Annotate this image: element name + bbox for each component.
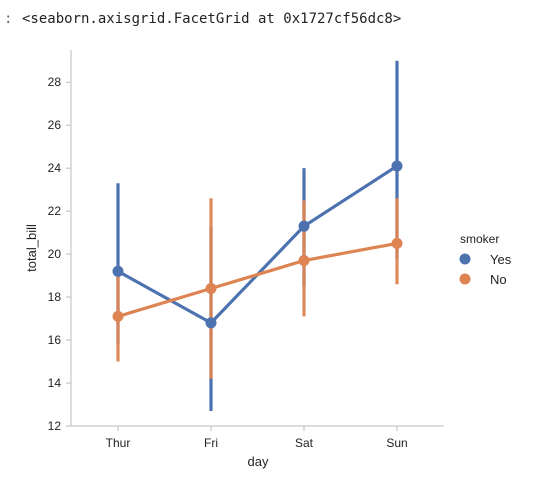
x-tick-label: Fri — [204, 436, 218, 450]
legend-marker-yes — [459, 253, 471, 265]
data-point-yes — [112, 265, 124, 277]
y-tick-label: 24 — [48, 161, 62, 175]
x-tick-label: Sun — [386, 436, 407, 450]
cell-prompt: : — [4, 11, 13, 27]
data-point-yes — [205, 317, 217, 329]
y-tick-label: 18 — [48, 290, 62, 304]
y-tick-label: 16 — [48, 333, 62, 347]
y-tick-label: 20 — [48, 247, 62, 261]
series-line-yes — [116, 164, 399, 325]
x-axis-label: day — [248, 454, 269, 469]
y-tick-label: 12 — [48, 419, 62, 433]
y-tick-label: 14 — [48, 376, 62, 390]
legend: smoker Yes No — [459, 232, 512, 287]
data-point-yes — [298, 220, 310, 232]
y-axis-label: total_bill — [24, 224, 39, 272]
series-lines — [116, 164, 399, 325]
facetgrid-repr: <seaborn.axisgrid.FacetGrid at 0x1727cf5… — [22, 11, 402, 27]
x-tick-label: Sat — [295, 436, 314, 450]
y-tick-label: 22 — [48, 204, 62, 218]
legend-marker-no — [459, 273, 471, 285]
axes: 12 14 16 18 20 22 24 26 28 Thur Fri Sat Sun day total_… — [24, 50, 444, 469]
legend-title: smoker — [460, 232, 499, 246]
series-line-no — [116, 241, 399, 319]
confidence-intervals — [116, 60, 399, 411]
data-point-no — [112, 310, 124, 322]
cell-output-line: : <seaborn.axisgrid.FacetGrid at 0x1727c… — [0, 8, 401, 30]
data-point-no — [205, 282, 217, 294]
x-tick-label: Thur — [106, 436, 131, 450]
series-points — [112, 160, 403, 329]
y-tick-label: 26 — [48, 118, 62, 132]
legend-label-no: No — [490, 272, 507, 287]
legend-label-yes: Yes — [490, 252, 512, 267]
y-tick-label: 28 — [48, 75, 62, 89]
data-point-no — [391, 237, 403, 249]
data-point-yes — [391, 160, 403, 172]
data-point-no — [298, 255, 310, 267]
